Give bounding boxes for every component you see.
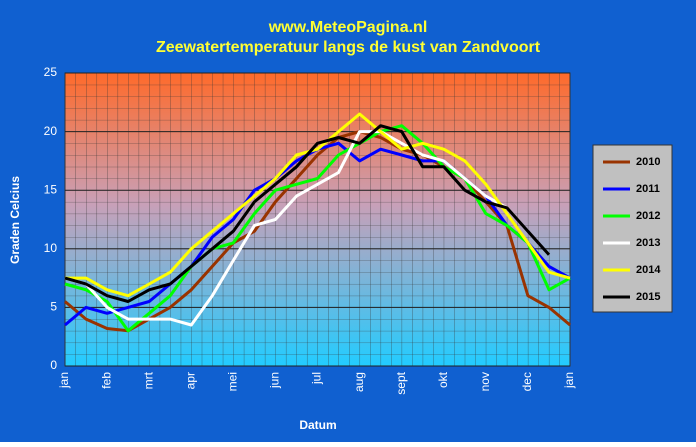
x-tick-label: mrt	[141, 371, 155, 389]
x-tick-label: jan	[57, 372, 71, 389]
legend-label: 2013	[636, 237, 660, 249]
x-tick-label: okt	[436, 371, 450, 388]
y-tick-label: 20	[44, 124, 58, 138]
x-tick-label: mei	[226, 372, 240, 391]
y-tick-label: 0	[50, 358, 57, 372]
chart-subtitle: Zeewatertemperatuur langs de kust van Za…	[156, 39, 541, 56]
x-tick-label: jun	[268, 372, 282, 389]
y-tick-label: 15	[44, 182, 58, 196]
x-tick-label: dec	[520, 372, 534, 391]
legend-label: 2015	[636, 291, 660, 303]
x-tick-label: feb	[99, 372, 113, 389]
series-line	[64, 124, 571, 333]
series-line	[65, 112, 571, 298]
legend-label: 2012	[636, 210, 660, 222]
legend-label: 2010	[636, 156, 660, 168]
y-axis-label: Graden Celcius	[8, 176, 22, 264]
x-tick-label: sept	[394, 371, 408, 394]
legend	[592, 144, 673, 313]
x-tick-label: jul	[310, 372, 324, 385]
y-tick-label: 25	[44, 65, 58, 79]
legend-label: 2011	[636, 183, 660, 195]
series-line	[64, 124, 551, 303]
chart-title: www.MeteoPagina.nl	[268, 19, 428, 36]
series-line	[64, 130, 530, 327]
x-tick-label: nov	[478, 372, 492, 391]
y-tick-label: 10	[44, 241, 58, 255]
legend-label: 2014	[636, 264, 661, 276]
y-tick-label: 5	[50, 300, 57, 314]
x-axis-label: Datum	[299, 418, 336, 432]
x-tick-label: apr	[183, 372, 197, 389]
minor-grid	[65, 73, 570, 366]
x-tick-label: jan	[562, 372, 576, 389]
x-tick-label: aug	[352, 372, 366, 392]
